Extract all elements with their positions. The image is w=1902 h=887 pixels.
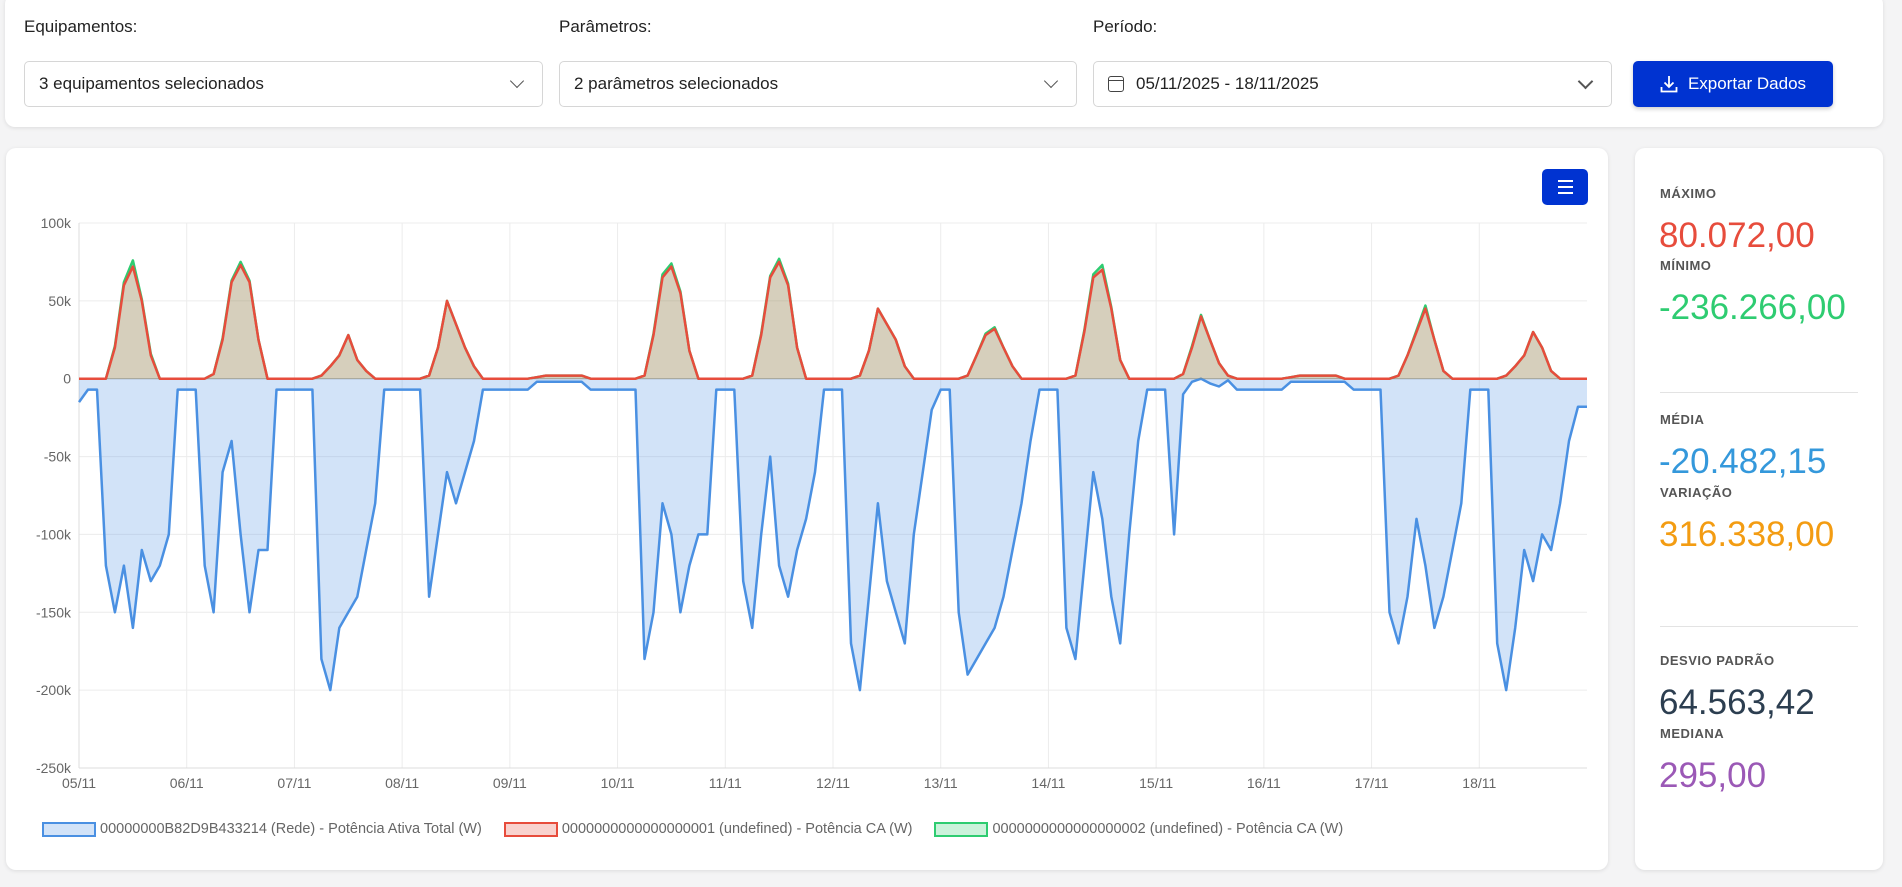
legend-label: 00000000B82D9B433214 (Rede) - Potência A… bbox=[100, 821, 482, 837]
period-value: 05/11/2025 - 18/11/2025 bbox=[1136, 74, 1319, 93]
legend-swatch bbox=[503, 821, 558, 837]
x-tick-label: 08/11 bbox=[385, 775, 419, 791]
chevron-down-icon bbox=[1577, 73, 1594, 89]
series-area-rede bbox=[79, 378, 1587, 691]
series-line-inv1 bbox=[79, 260, 1587, 380]
y-tick-label: -50k bbox=[44, 449, 72, 465]
params-label: Parâmetros: bbox=[559, 17, 652, 36]
filters-panel: Equipamentos: 3 equipamentos selecionado… bbox=[5, 0, 1883, 127]
min-value: -236.266,00 bbox=[1659, 288, 1846, 327]
legend-swatch bbox=[42, 821, 96, 837]
params-dropdown[interactable]: 2 parâmetros selecionados bbox=[559, 61, 1077, 107]
range-label: VARIAÇÃO bbox=[1660, 485, 1733, 500]
y-tick-label: 100k bbox=[41, 215, 72, 231]
max-value: 80.072,00 bbox=[1659, 216, 1815, 255]
y-tick-label: 50k bbox=[48, 293, 72, 309]
x-tick-label: 10/11 bbox=[601, 775, 635, 791]
divider bbox=[1660, 392, 1858, 393]
min-label: MÍNIMO bbox=[1660, 258, 1712, 273]
std-label: DESVIO PADRÃO bbox=[1660, 653, 1775, 668]
x-tick-label: 15/11 bbox=[1139, 775, 1173, 791]
y-tick-label: 0 bbox=[63, 371, 71, 387]
legend-label: 0000000000000000002 (undefined) - Potênc… bbox=[992, 821, 1344, 837]
x-tick-label: 17/11 bbox=[1355, 775, 1389, 791]
legend-item-rede[interactable]: 00000000B82D9B433214 (Rede) - Potência A… bbox=[42, 821, 482, 837]
equipment-label: Equipamentos: bbox=[24, 17, 138, 36]
x-tick-label: 12/11 bbox=[816, 775, 850, 791]
mean-value: -20.482,15 bbox=[1659, 442, 1827, 481]
stats-panel: MÁXIMO 80.072,00 MÍNIMO -236.266,00 MÉDI… bbox=[1635, 148, 1883, 870]
export-label: Exportar Dados bbox=[1687, 74, 1807, 93]
mean-label: MÉDIA bbox=[1660, 412, 1705, 427]
x-tick-label: 09/11 bbox=[493, 775, 527, 791]
download-icon bbox=[1660, 76, 1678, 93]
range-value: 316.338,00 bbox=[1659, 515, 1835, 554]
period-dropdown[interactable]: 05/11/2025 - 18/11/2025 bbox=[1093, 61, 1612, 107]
menu-icon bbox=[1557, 180, 1573, 182]
x-tick-label: 06/11 bbox=[170, 775, 204, 791]
legend-label: 0000000000000000001 (undefined) - Potênc… bbox=[561, 821, 913, 837]
legend-item-inv2[interactable]: 0000000000000000002 (undefined) - Potênc… bbox=[934, 821, 1343, 837]
equipment-value: 3 equipamentos selecionados bbox=[39, 74, 264, 93]
calendar-icon bbox=[1108, 76, 1124, 92]
x-tick-label: 18/11 bbox=[1462, 775, 1496, 791]
x-tick-label: 05/11 bbox=[62, 775, 96, 791]
equipment-dropdown[interactable]: 3 equipamentos selecionados bbox=[24, 61, 543, 107]
chevron-down-icon bbox=[1043, 73, 1059, 89]
x-tick-label: 07/11 bbox=[277, 775, 311, 791]
chart-menu-button[interactable] bbox=[1542, 169, 1588, 205]
x-tick-label: 11/11 bbox=[709, 775, 742, 791]
chart-legend: 00000000B82D9B433214 (Rede) - Potência A… bbox=[42, 821, 1343, 837]
x-tick-label: 16/11 bbox=[1247, 775, 1281, 791]
x-tick-label: 14/11 bbox=[1031, 775, 1065, 791]
series-area-inv1 bbox=[79, 261, 1587, 379]
y-tick-label: -200k bbox=[36, 682, 72, 698]
export-data-button[interactable]: Exportar Dados bbox=[1633, 61, 1833, 107]
legend-swatch bbox=[934, 821, 989, 837]
y-tick-label: -100k bbox=[36, 526, 72, 542]
params-value: 2 parâmetros selecionados bbox=[574, 74, 779, 93]
series-line-rede bbox=[77, 377, 1587, 692]
period-label: Período: bbox=[1093, 17, 1158, 36]
legend-item-inv1[interactable]: 0000000000000000001 (undefined) - Potênc… bbox=[503, 821, 913, 837]
x-tick-label: 13/11 bbox=[924, 775, 958, 791]
median-label: MEDIANA bbox=[1660, 726, 1725, 741]
y-tick-label: -150k bbox=[36, 604, 72, 620]
std-value: 64.563,42 bbox=[1659, 683, 1815, 722]
divider bbox=[1660, 626, 1858, 627]
median-value: 295,00 bbox=[1659, 756, 1767, 795]
chevron-down-icon bbox=[509, 73, 525, 89]
max-label: MÁXIMO bbox=[1660, 186, 1717, 201]
chart-panel: 100k 50k 0 -50k -100k -150k -200k -250k 05/11 06/… bbox=[6, 148, 1608, 870]
series-area-inv2 bbox=[79, 258, 1587, 379]
y-tick-label: -250k bbox=[36, 760, 72, 776]
